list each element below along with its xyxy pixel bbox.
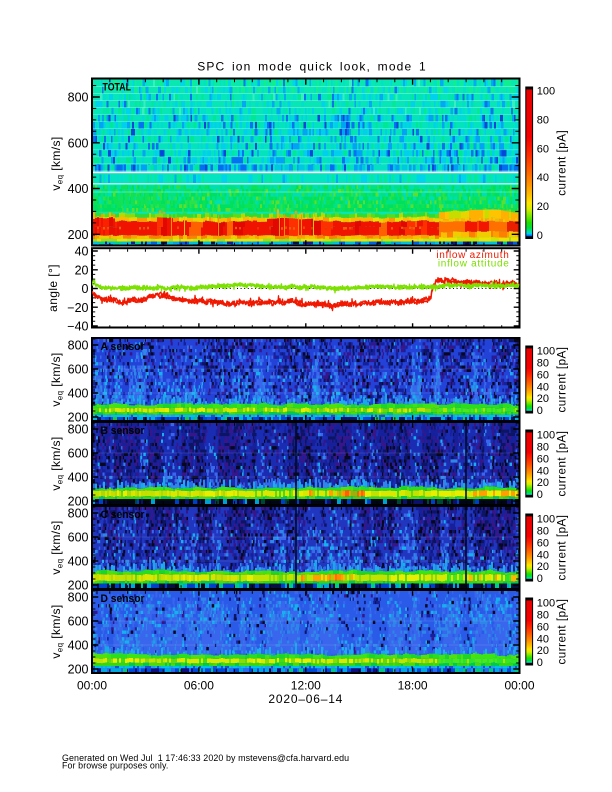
svg-text:800: 800: [68, 591, 89, 605]
svg-text:20: 20: [537, 201, 549, 213]
svg-text:current [pA]: current [pA]: [557, 347, 569, 413]
svg-text:80: 80: [537, 442, 549, 454]
svg-text:0: 0: [537, 489, 543, 501]
svg-text:inflow attitude: inflow attitude: [438, 259, 510, 270]
svg-text:100: 100: [537, 598, 555, 610]
svg-text:0: 0: [82, 282, 89, 296]
svg-text:veq [km/s]: veq [km/s]: [49, 436, 65, 490]
svg-text:veq [km/s]: veq [km/s]: [49, 604, 65, 658]
svg-text:40: 40: [537, 381, 549, 393]
svg-text:B sensor: B sensor: [101, 425, 146, 437]
svg-text:current [pA]: current [pA]: [557, 515, 569, 581]
svg-text:angle [°]: angle [°]: [46, 264, 60, 312]
svg-text:60: 60: [537, 143, 549, 155]
svg-text:−20: −20: [67, 301, 88, 315]
svg-text:800: 800: [68, 507, 89, 521]
svg-text:00:00: 00:00: [77, 679, 107, 693]
svg-text:400: 400: [68, 471, 89, 485]
svg-text:SPC ion mode quick look, mode: SPC ion mode quick look, mode 1: [197, 60, 427, 74]
svg-text:D sensor: D sensor: [101, 593, 146, 605]
svg-text:current [pA]: current [pA]: [557, 130, 569, 196]
svg-text:400: 400: [68, 639, 89, 653]
svg-text:40: 40: [537, 172, 549, 184]
svg-text:Generated on Wed Jul 1 17:46:: Generated on Wed Jul 1 17:46:33 2020 by …: [62, 753, 349, 763]
svg-text:20: 20: [75, 263, 89, 277]
svg-text:60: 60: [537, 369, 549, 381]
svg-text:100: 100: [537, 86, 555, 98]
svg-text:00:00: 00:00: [504, 679, 534, 693]
svg-text:100: 100: [537, 346, 555, 358]
svg-text:200: 200: [68, 663, 89, 677]
svg-text:200: 200: [68, 579, 89, 593]
svg-text:200: 200: [68, 495, 89, 509]
svg-text:600: 600: [68, 531, 89, 545]
svg-text:40: 40: [537, 633, 549, 645]
svg-text:800: 800: [68, 91, 89, 105]
svg-text:20: 20: [537, 561, 549, 573]
svg-text:60: 60: [537, 621, 549, 633]
svg-text:0: 0: [537, 230, 543, 242]
svg-text:600: 600: [68, 615, 89, 629]
svg-text:−40: −40: [67, 320, 88, 334]
svg-text:200: 200: [68, 228, 89, 242]
svg-text:400: 400: [68, 555, 89, 569]
svg-text:06:00: 06:00: [184, 679, 214, 693]
svg-text:TOTAL: TOTAL: [103, 81, 132, 93]
svg-text:20: 20: [537, 393, 549, 405]
svg-text:20: 20: [537, 477, 549, 489]
svg-text:veq [km/s]: veq [km/s]: [49, 520, 65, 574]
svg-text:40: 40: [537, 549, 549, 561]
svg-text:40: 40: [75, 245, 89, 259]
svg-text:18:00: 18:00: [398, 679, 428, 693]
svg-text:60: 60: [537, 453, 549, 465]
svg-text:inflow azimuth: inflow azimuth: [436, 250, 509, 261]
svg-text:C sensor: C sensor: [101, 509, 146, 521]
svg-text:40: 40: [537, 465, 549, 477]
svg-text:12:00: 12:00: [291, 679, 321, 693]
svg-text:current [pA]: current [pA]: [557, 599, 569, 665]
svg-text:600: 600: [68, 136, 89, 150]
svg-text:100: 100: [537, 430, 555, 442]
svg-text:A sensor: A sensor: [101, 341, 146, 353]
svg-text:20: 20: [537, 645, 549, 657]
svg-text:60: 60: [537, 537, 549, 549]
svg-text:800: 800: [68, 339, 89, 353]
svg-text:0: 0: [537, 657, 543, 669]
svg-text:100: 100: [537, 514, 555, 526]
svg-text:veq [km/s]: veq [km/s]: [49, 352, 65, 406]
svg-text:600: 600: [68, 363, 89, 377]
svg-text:400: 400: [68, 182, 89, 196]
svg-text:80: 80: [537, 610, 549, 622]
svg-text:veq [km/s]: veq [km/s]: [49, 136, 65, 190]
svg-text:400: 400: [68, 387, 89, 401]
svg-text:600: 600: [68, 447, 89, 461]
svg-text:80: 80: [537, 526, 549, 538]
svg-text:2020–06–14: 2020–06–14: [268, 692, 343, 706]
svg-text:80: 80: [537, 358, 549, 370]
svg-text:80: 80: [537, 114, 549, 126]
svg-text:current [pA]: current [pA]: [557, 431, 569, 497]
svg-text:For browse purposes only.: For browse purposes only.: [62, 761, 168, 771]
svg-text:200: 200: [68, 411, 89, 425]
svg-text:0: 0: [537, 405, 543, 417]
svg-text:0: 0: [537, 573, 543, 585]
svg-text:800: 800: [68, 423, 89, 437]
